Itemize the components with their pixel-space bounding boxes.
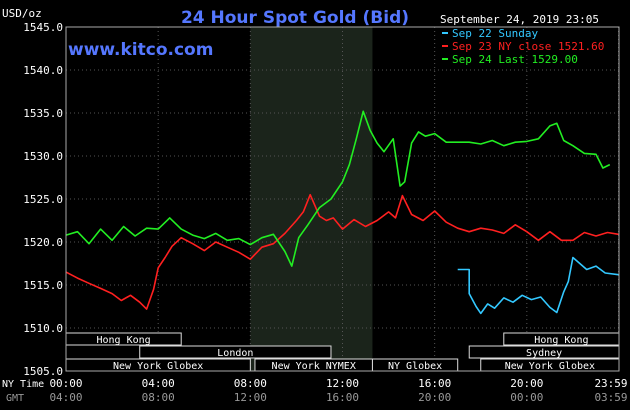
legend-label-2: Sep 24 Last 1529.00	[452, 53, 578, 66]
session-label-6: Sydney	[526, 348, 562, 359]
y-tick-label-1: 1540.0	[23, 64, 63, 77]
session-label-1: London	[217, 348, 253, 359]
x-tick-gmt-0: 04:00	[49, 391, 82, 404]
x-tick-gmt-1: 08:00	[142, 391, 175, 404]
session-label-5: Hong Kong	[534, 335, 588, 346]
chart-title: 24 Hour Spot Gold (Bid)	[181, 8, 409, 28]
x-tick-ny-3: 12:00	[326, 377, 359, 390]
series-line-2	[65, 110, 611, 267]
session-box-1	[139, 345, 332, 359]
x-tick-ny-2: 08:00	[234, 377, 267, 390]
x-tick-ny-6: 23:59	[594, 377, 627, 390]
x-tick-gmt-6: 03:59	[594, 391, 627, 404]
x-tick-ny-1: 04:00	[142, 377, 175, 390]
gmt-label: GMT	[6, 393, 24, 404]
watermark: www.kitco.com	[68, 40, 213, 60]
y-tick-label-6: 1515.0	[23, 279, 63, 292]
y-tick-label-8: 1505.0	[23, 365, 63, 378]
session-label-3: New York NYMEX	[272, 361, 356, 372]
series-line-1	[65, 193, 619, 310]
x-tick-ny-5: 20:00	[510, 377, 543, 390]
y-tick-label-0: 1545.0	[23, 21, 63, 34]
ny-time-label: NY Time	[2, 379, 44, 390]
series-line-0	[457, 256, 619, 315]
legend-label-1: Sep 23 NY close 1521.60	[452, 40, 604, 53]
x-tick-gmt-2: 12:00	[234, 391, 267, 404]
x-tick-gmt-4: 20:00	[418, 391, 451, 404]
timestamp: September 24, 2019 23:05	[440, 13, 599, 26]
x-tick-ny-0: 00:00	[49, 377, 82, 390]
price-series	[65, 110, 619, 315]
plot-frame	[65, 26, 620, 372]
session-label-0: Hong Kong	[97, 335, 151, 346]
y-tick-label-2: 1535.0	[23, 107, 63, 120]
y-tick-label-5: 1520.0	[23, 236, 63, 249]
x-tick-gmt-5: 00:00	[510, 391, 543, 404]
y-axis-label: USD/oz	[2, 7, 42, 20]
y-tick-label-3: 1530.0	[23, 150, 63, 163]
y-tick-label-4: 1525.0	[23, 193, 63, 206]
y-tick-label-7: 1510.0	[23, 322, 63, 335]
session-label-7: New York Globex	[505, 361, 595, 372]
y-axis: 1545.0 1540.0 1535.0 1530.0 1525.0 1520.0 1515…	[23, 21, 63, 378]
x-axis: 00:00 04:00 08:00 12:00 16:00 20:00 23:5904:00…	[49, 377, 627, 404]
session-label-4: NY Globex	[388, 361, 442, 372]
x-tick-gmt-3: 16:00	[326, 391, 359, 404]
legend-label-0: Sep 22 Sunday	[452, 27, 538, 40]
x-tick-ny-4: 16:00	[418, 377, 451, 390]
trading-sessions: Hong Kong London New York Globex New York N…	[65, 332, 620, 372]
session-label-2: New York Globex	[113, 361, 203, 372]
